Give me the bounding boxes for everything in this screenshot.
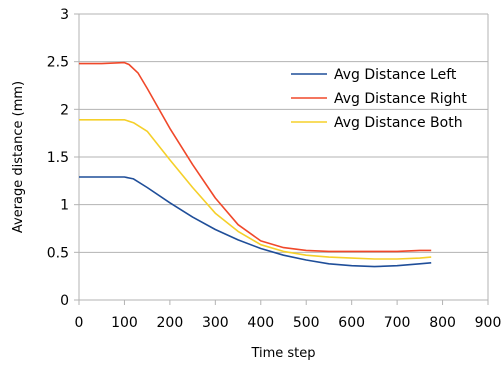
series-line-1 xyxy=(79,176,432,268)
legend-label-1: Avg Distance Left xyxy=(334,67,457,83)
y-tick-label: 1 xyxy=(60,198,69,214)
x-tick-label: 700 xyxy=(384,315,411,331)
y-axis-label: Average distance (mm) xyxy=(11,81,26,233)
legend-label-3: Avg Distance Both xyxy=(334,115,463,131)
x-tick-labels: 0 100 200 300 400 500 600 700 800 900 xyxy=(75,315,502,331)
x-tick-label: 200 xyxy=(157,315,184,331)
x-tick-label: 900 xyxy=(475,315,502,331)
axes xyxy=(74,13,489,305)
legend: Avg Distance Left Avg Distance Right Avg D… xyxy=(291,67,467,131)
y-tick-label: 2 xyxy=(60,102,69,118)
gridlines xyxy=(79,13,488,253)
x-axis-label: Time step xyxy=(250,346,315,361)
y-tick-labels: 0 0.5 1 1.5 2 2.5 3 xyxy=(47,7,69,309)
x-tick-label: 100 xyxy=(111,315,138,331)
y-tick-label: 1.5 xyxy=(47,150,69,166)
x-tick-label: 800 xyxy=(429,315,456,331)
legend-label-2: Avg Distance Right xyxy=(334,91,467,107)
y-tick-label: 0.5 xyxy=(47,245,69,261)
y-tick-label: 2.5 xyxy=(47,55,69,71)
x-tick-label: 600 xyxy=(338,315,365,331)
series-lines xyxy=(79,61,432,268)
x-tick-label: 400 xyxy=(247,315,274,331)
x-tick-label: 300 xyxy=(202,315,229,331)
y-tick-label: 0 xyxy=(60,293,69,309)
x-tick-label: 0 xyxy=(75,315,84,331)
x-tick-label: 500 xyxy=(293,315,320,331)
series-line-2 xyxy=(79,61,432,253)
y-tick-label: 3 xyxy=(60,7,69,23)
series-line-3 xyxy=(79,119,432,260)
